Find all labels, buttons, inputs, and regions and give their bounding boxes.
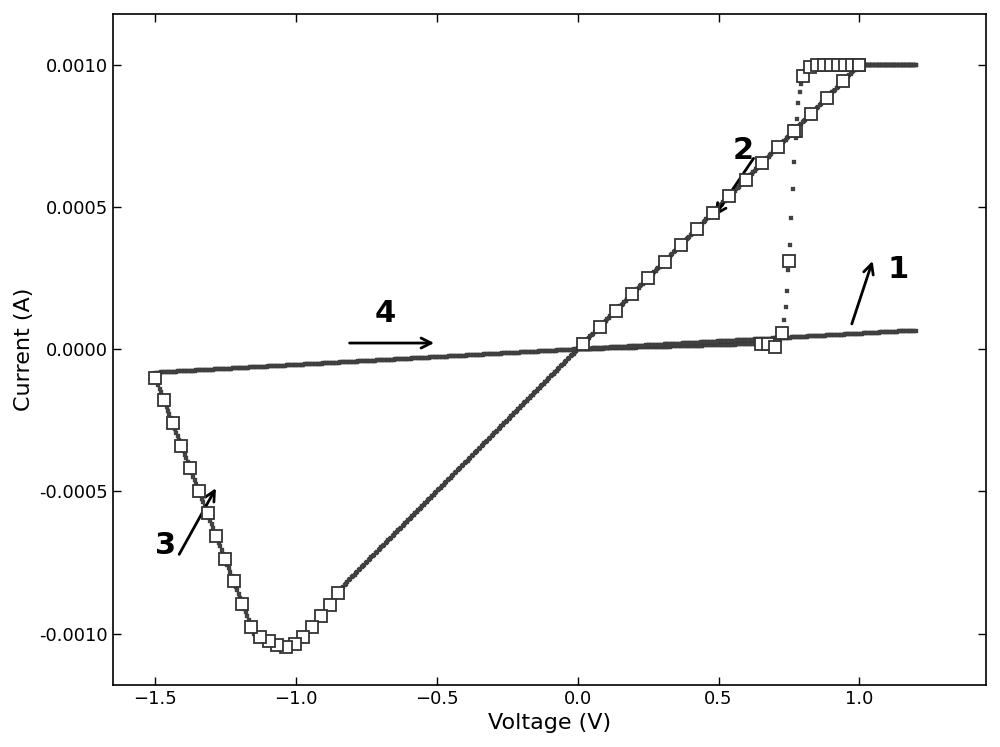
X-axis label: Voltage (V): Voltage (V) xyxy=(488,713,611,733)
Text: 1: 1 xyxy=(888,255,909,284)
Text: 3: 3 xyxy=(155,531,176,560)
Text: 2: 2 xyxy=(733,136,754,165)
Y-axis label: Current (A): Current (A) xyxy=(14,288,34,411)
Text: 4: 4 xyxy=(375,300,396,328)
